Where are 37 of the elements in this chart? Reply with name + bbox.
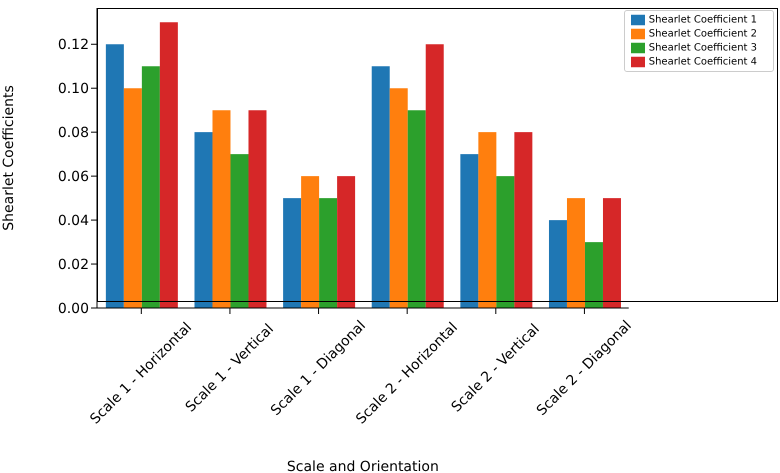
bar [602, 198, 621, 308]
bar [319, 198, 338, 308]
bar [124, 88, 142, 308]
bar [301, 176, 320, 308]
bar [248, 110, 266, 308]
bar [230, 154, 248, 308]
bar [496, 176, 514, 308]
bar [142, 66, 160, 308]
bar [408, 110, 426, 308]
x-axis-title: Scale and Orientation [286, 459, 439, 473]
legend-label: Shearlet Coefficient 1 [648, 14, 757, 26]
bar [478, 132, 496, 308]
y-tick-label: 0.04 [58, 213, 90, 230]
bar [212, 110, 230, 308]
legend-label: Shearlet Coefficient 2 [648, 28, 757, 40]
bar [372, 66, 390, 308]
bar [194, 132, 212, 308]
bar [283, 198, 302, 308]
legend-label: Shearlet Coefficient 3 [648, 42, 757, 54]
y-axis-title: Shearlet Coefficients [0, 85, 17, 231]
y-tick-label: 0.06 [58, 169, 90, 186]
bar [566, 198, 585, 308]
bar [337, 176, 356, 308]
bar [390, 88, 408, 308]
bar [426, 44, 444, 308]
y-tick-label: 0.00 [58, 300, 89, 317]
bar [460, 154, 478, 308]
y-tick-label: 0.12 [58, 37, 89, 54]
legend-label: Shearlet Coefficient 4 [648, 56, 757, 68]
bar [514, 132, 532, 308]
bar [106, 44, 124, 308]
y-tick-label: 0.08 [58, 125, 89, 142]
bar [548, 220, 567, 308]
bar [160, 22, 178, 308]
bar [584, 242, 603, 308]
y-tick-label: 0.10 [58, 81, 89, 98]
y-tick-label: 0.02 [58, 257, 89, 274]
